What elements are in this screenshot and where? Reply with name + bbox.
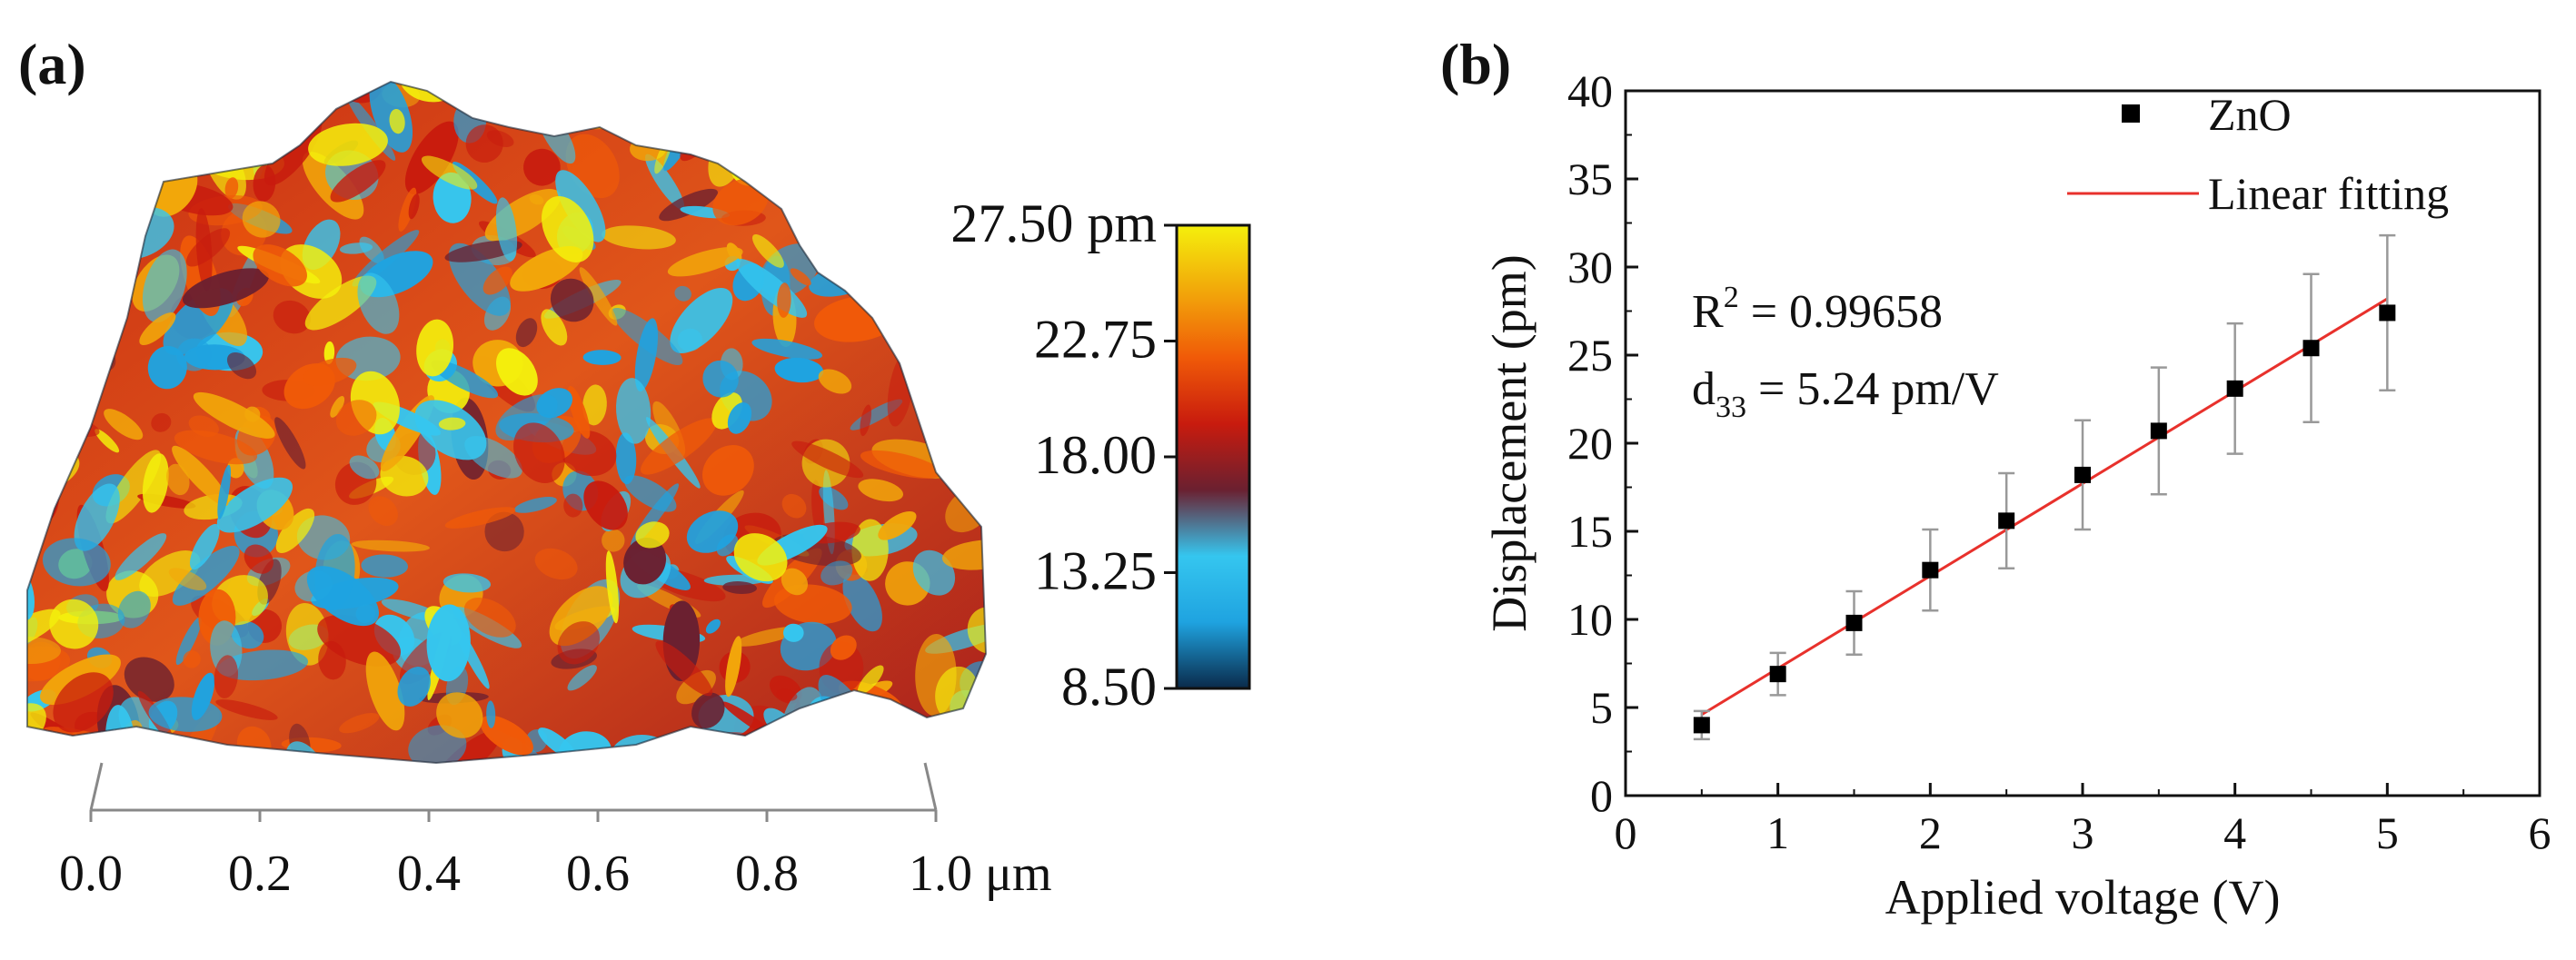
colorbar: 27.50 pm 22.75 18.00 13.25 8.50 — [950, 193, 1251, 717]
x-tick-label: 5 — [2376, 807, 2399, 858]
data-point — [2379, 304, 2396, 322]
fit-line — [1701, 297, 2389, 717]
colorbar-label: 8.50 — [1061, 657, 1157, 717]
x-axis-title: Applied voltage (V) — [1885, 870, 2281, 925]
y-tick-label: 0 — [1590, 770, 1613, 821]
y-tick-label: 40 — [1567, 65, 1613, 116]
data-point — [1998, 512, 2015, 529]
y-tick-label: 30 — [1567, 242, 1613, 292]
afm-x-tick-label: 0.6 — [566, 846, 630, 902]
displacement-chart: 0 1 2 3 4 5 6 0 5 10 15 20 25 30 35 40 Applied voltage (… — [1482, 65, 2551, 925]
data-point — [2074, 466, 2091, 483]
afm-x-tick-label: 0.4 — [397, 846, 461, 902]
data-point — [2226, 380, 2243, 397]
afm-x-tick-label: 0.8 — [735, 846, 799, 902]
y-tick-label: 35 — [1567, 153, 1613, 204]
x-tick-label: 2 — [1919, 807, 1942, 858]
y-axis-title: Displacement (pm) — [1482, 254, 1537, 631]
afm-x-tick-label: 0.2 — [228, 846, 292, 902]
r-squared-annotation: R2 = 0.99658 — [1692, 281, 1943, 338]
y-tick-label: 10 — [1567, 594, 1613, 645]
y-tick-label: 25 — [1567, 330, 1613, 381]
legend-label-fit: Linear fitting — [2208, 168, 2449, 219]
colorbar-label: 18.00 — [1034, 425, 1157, 485]
data-point — [1845, 614, 1863, 631]
colorbar-gradient — [1175, 223, 1251, 690]
y-tick-label: 5 — [1590, 682, 1613, 733]
colorbar-label: 22.75 — [1034, 310, 1157, 370]
legend: ZnO Linear fitting — [2067, 89, 2449, 219]
afm-x-tick-label: 0.0 — [59, 846, 123, 902]
colorbar-label: 27.50 pm — [950, 193, 1157, 253]
data-point — [1769, 666, 1786, 683]
panel-b: (b) 0 1 2 3 4 5 6 0 5 10 15 20 25 30 35 40 Applied volta… — [1440, 32, 2551, 925]
panel-a-label: (a) — [18, 32, 86, 96]
d33-annotation: d33 = 5.24 pm/V — [1692, 363, 1999, 424]
panel-a: (a) 0.0 0.2 0.4 0.6 0.8 1.0 μm 27.50 pm 22.75 1… — [18, 32, 1251, 902]
data-point — [1922, 561, 1939, 579]
x-tick-label: 3 — [2072, 807, 2094, 858]
data-point — [2302, 340, 2320, 357]
y-tick-label: 20 — [1567, 418, 1613, 469]
legend-marker-zno — [2122, 104, 2140, 123]
data-point — [1693, 717, 1710, 734]
afm-surface — [26, 80, 988, 765]
y-tick-label: 15 — [1567, 506, 1613, 557]
panel-b-label: (b) — [1440, 32, 1511, 96]
x-tick-label: 0 — [1615, 807, 1637, 858]
x-tick-label: 4 — [2223, 807, 2246, 858]
x-tick-label: 6 — [2529, 807, 2551, 858]
afm-x-axis: 0.0 0.2 0.4 0.6 0.8 1.0 μm — [59, 762, 1052, 902]
colorbar-label: 13.25 — [1034, 541, 1157, 601]
afm-x-tick-label: 1.0 μm — [909, 846, 1052, 902]
legend-label-zno: ZnO — [2208, 89, 2292, 140]
x-tick-label: 1 — [1766, 807, 1789, 858]
data-point — [2150, 422, 2167, 440]
